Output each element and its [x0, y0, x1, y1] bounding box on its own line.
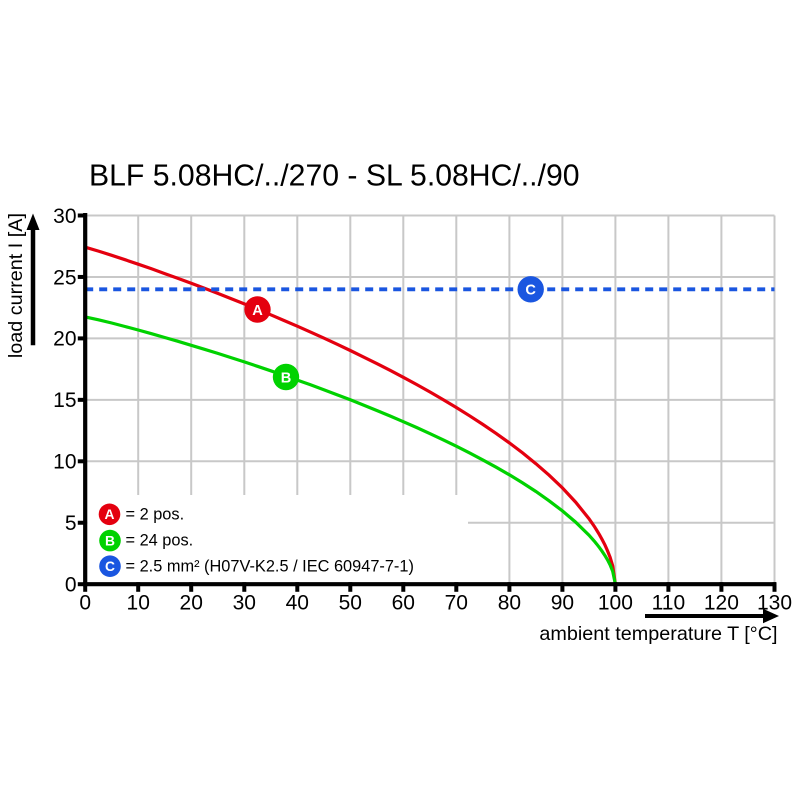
svg-text:30: 30: [53, 205, 76, 228]
svg-text:C: C: [525, 283, 536, 299]
svg-text:B: B: [281, 370, 292, 386]
svg-text:30: 30: [233, 592, 256, 615]
svg-text:5: 5: [65, 512, 77, 535]
svg-text:B: B: [105, 534, 115, 549]
svg-text:80: 80: [498, 592, 521, 615]
svg-text:110: 110: [652, 592, 685, 615]
svg-text:0: 0: [65, 574, 77, 597]
svg-text:load current I [A]: load current I [A]: [5, 213, 27, 358]
svg-text:20: 20: [53, 328, 76, 351]
svg-text:10: 10: [127, 592, 150, 615]
svg-text:C: C: [105, 559, 115, 574]
svg-text:BLF 5.08HC/../270 - SL 5.08HC/: BLF 5.08HC/../270 - SL 5.08HC/../90: [89, 160, 580, 193]
svg-text:130: 130: [757, 592, 792, 615]
svg-text:60: 60: [392, 592, 415, 615]
svg-text:A: A: [105, 507, 115, 522]
svg-text:25: 25: [53, 266, 76, 289]
svg-text:120: 120: [704, 592, 739, 615]
svg-text:10: 10: [53, 451, 76, 474]
svg-text:0: 0: [79, 592, 91, 615]
svg-text:ambient temperature T [°C]: ambient temperature T [°C]: [539, 623, 777, 645]
svg-text:A: A: [252, 303, 263, 319]
svg-text:15: 15: [53, 389, 76, 412]
svg-text:= 2.5 mm² (H07V-K2.5 / IEC 609: = 2.5 mm² (H07V-K2.5 / IEC 60947-7-1): [126, 558, 414, 576]
svg-text:20: 20: [180, 592, 203, 615]
svg-text:50: 50: [339, 592, 362, 615]
svg-text:40: 40: [286, 592, 309, 615]
svg-text:= 24 pos.: = 24 pos.: [126, 532, 194, 550]
svg-text:70: 70: [445, 592, 468, 615]
svg-text:= 2 pos.: = 2 pos.: [126, 506, 185, 524]
svg-text:100: 100: [598, 592, 633, 615]
svg-text:90: 90: [551, 592, 574, 615]
